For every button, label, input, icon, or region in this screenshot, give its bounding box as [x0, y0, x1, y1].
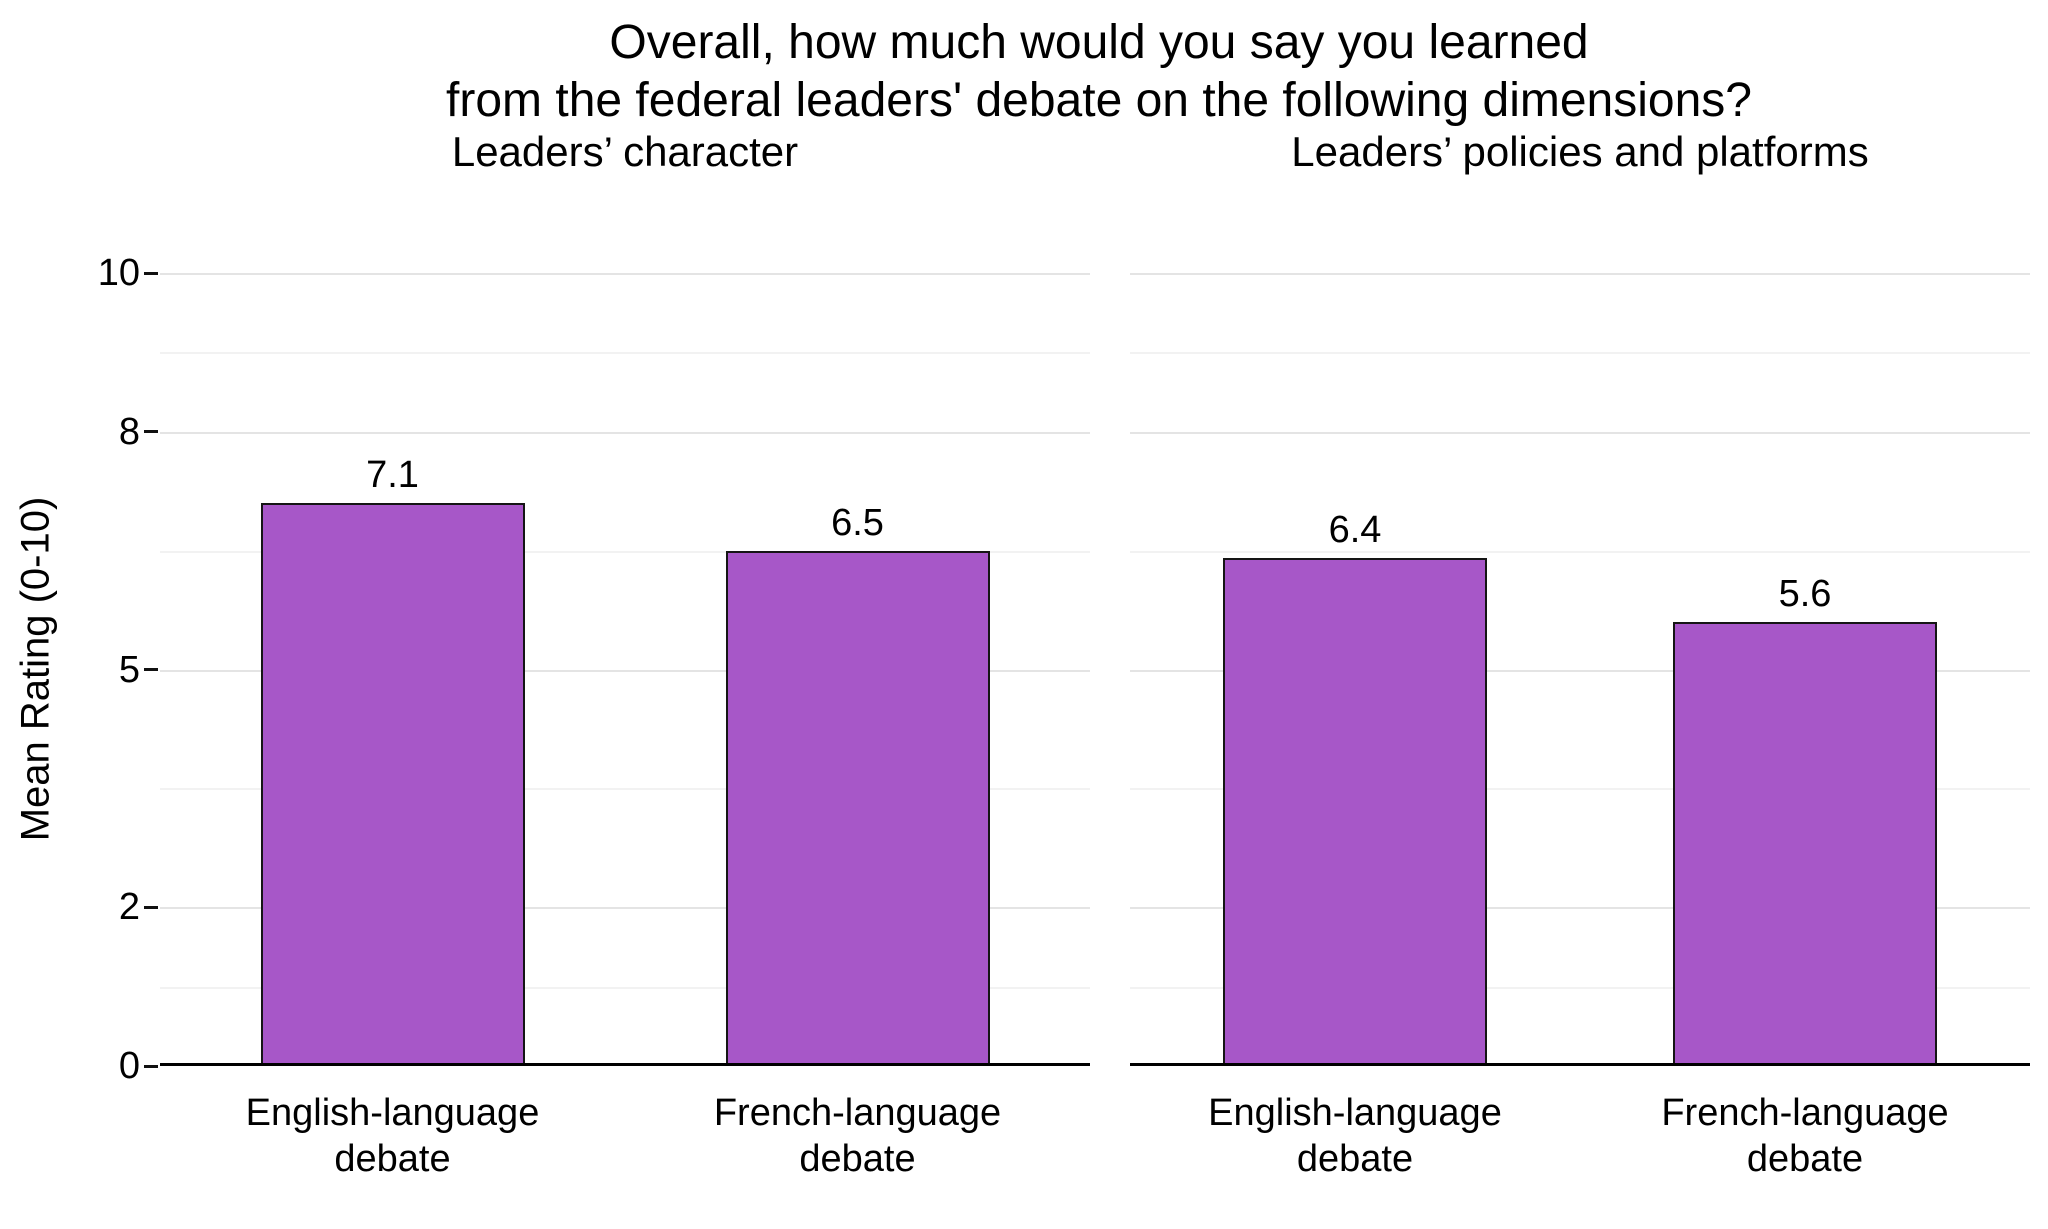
bar: [1223, 558, 1487, 1066]
major-gridline: [160, 273, 1090, 275]
x-axis-line: [1130, 1063, 2030, 1066]
x-category-label: English-language debate: [245, 1092, 540, 1180]
minor-gridline: [160, 986, 1090, 989]
y-tick-mark: [144, 1064, 158, 1068]
minor-gridline: [160, 788, 1090, 791]
bar-value-label: 6.4: [1328, 509, 1382, 552]
y-tick-label: 8: [118, 410, 140, 453]
bar: [1673, 621, 1937, 1066]
x-category-label: English-language debate: [1208, 1092, 1502, 1180]
facet-panel: 7.1 6.5: [160, 240, 1090, 1066]
bar-value-label: 6.5: [831, 501, 884, 544]
facet-title: Leaders’ policies and platforms: [1291, 128, 1869, 175]
major-gridline: [160, 669, 1090, 672]
minor-gridline: [1130, 986, 2030, 989]
bar-value-label: 7.1: [366, 453, 419, 496]
x-category-label: French-language debate: [713, 1092, 1002, 1180]
y-tick-mark: [144, 430, 158, 434]
major-gridline: [1130, 273, 2030, 275]
y-tick-mark: [144, 668, 158, 671]
y-tick-mark: [144, 271, 158, 275]
y-tick-label: 5: [118, 648, 140, 691]
bar: [725, 550, 990, 1066]
y-tick-label: 0: [118, 1045, 140, 1087]
bar-value-label: 5.6: [1778, 572, 1832, 615]
bar: [260, 502, 525, 1066]
minor-gridline: [160, 550, 1090, 553]
minor-gridline: [1130, 352, 2030, 355]
x-category-label: French-language debate: [1661, 1092, 1949, 1180]
y-tick-label: 2: [118, 886, 140, 929]
major-gridline: [160, 907, 1090, 910]
chart-title-line2: from the federal leaders' debate on the …: [446, 73, 1752, 127]
y-tick-label: 10: [97, 252, 140, 294]
major-gridline: [160, 431, 1090, 434]
facet-title: Leaders’ character: [451, 128, 799, 175]
minor-gridline: [1130, 788, 2030, 791]
major-gridline: [1130, 907, 2030, 910]
major-gridline: [1130, 669, 2030, 672]
chart-title: Overall, how much would you say you lear…: [150, 14, 2048, 129]
major-gridline: [1130, 431, 2030, 434]
facet-panel: 6.4 5.6: [1130, 240, 2030, 1066]
minor-gridline: [160, 352, 1090, 355]
chart-title-line1: Overall, how much would you say you lear…: [609, 16, 1589, 69]
y-tick-mark: [144, 905, 158, 909]
x-axis-line: [160, 1063, 1090, 1066]
minor-gridline: [1130, 550, 2030, 553]
